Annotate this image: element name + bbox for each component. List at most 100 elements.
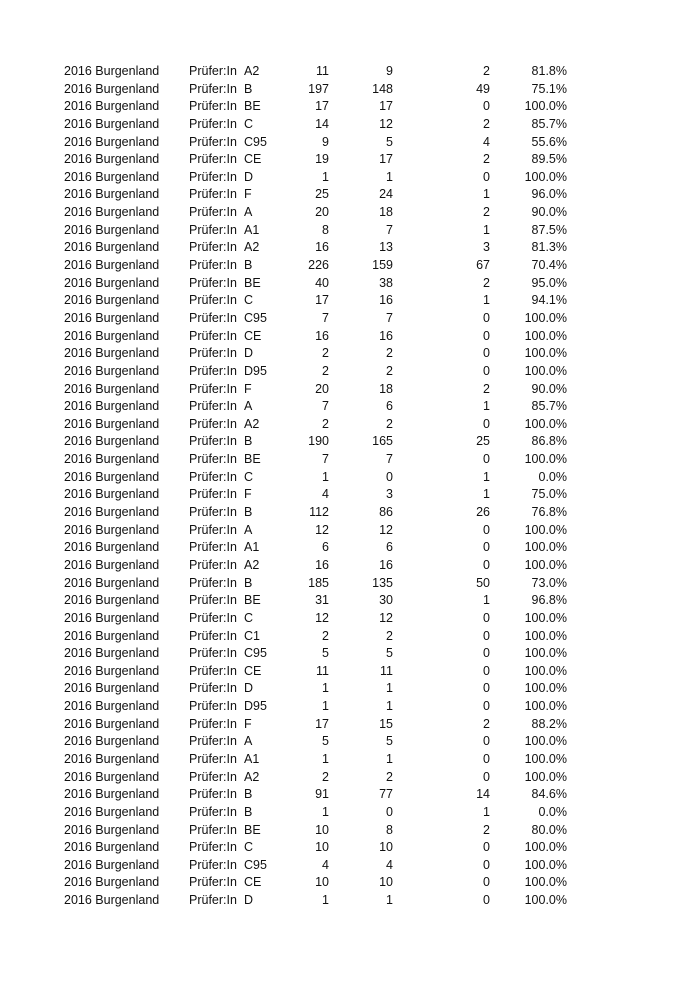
year-region-cell: 2016 Burgenland (64, 187, 160, 202)
pass-rate-cell: 100.0% (524, 557, 567, 572)
total-cell: 190 (308, 434, 329, 449)
table-row: 2016 Burgenland Prüfer:In A 20 18 2 90.0% (0, 204, 700, 222)
license-class-cell: F (244, 716, 252, 731)
passed-cell: 6 (386, 399, 393, 414)
year-region-cell: 2016 Burgenland (64, 416, 160, 431)
pass-rate-cell: 100.0% (524, 646, 567, 661)
license-class-cell: C (244, 610, 254, 625)
role-cell: Prüfer:In (189, 540, 237, 555)
role-cell: Prüfer:In (189, 646, 237, 661)
total-cell: 2 (322, 628, 329, 643)
pass-rate-cell: 75.1% (531, 81, 567, 96)
pass-rate-cell: 94.1% (531, 293, 567, 308)
failed-cell: 0 (483, 646, 490, 661)
passed-cell: 38 (379, 275, 393, 290)
pass-rate-cell: 84.6% (531, 787, 567, 802)
total-cell: 20 (315, 381, 329, 396)
failed-cell: 1 (483, 399, 490, 414)
total-cell: 112 (309, 505, 329, 520)
failed-cell: 50 (476, 575, 490, 590)
license-class-cell: A2 (244, 240, 260, 255)
pass-rate-cell: 100.0% (524, 346, 567, 361)
license-class-cell: BE (244, 452, 261, 467)
role-cell: Prüfer:In (189, 593, 237, 608)
license-class-cell: D (244, 169, 254, 184)
passed-cell: 86 (379, 505, 393, 520)
table-row: 2016 Burgenland Prüfer:In C 17 16 1 94.1% (0, 292, 700, 310)
failed-cell: 2 (483, 381, 490, 396)
role-cell: Prüfer:In (189, 363, 237, 378)
table-row: 2016 Burgenland Prüfer:In B 185 135 50 73.0% (0, 575, 700, 593)
pass-rate-cell: 100.0% (524, 540, 567, 555)
total-cell: 1 (322, 804, 329, 819)
year-region-cell: 2016 Burgenland (64, 99, 160, 114)
year-region-cell: 2016 Burgenland (64, 822, 160, 837)
year-region-cell: 2016 Burgenland (64, 363, 160, 378)
year-region-cell: 2016 Burgenland (64, 152, 160, 167)
year-region-cell: 2016 Burgenland (64, 769, 160, 784)
passed-cell: 10 (379, 875, 393, 890)
pass-rate-cell: 100.0% (524, 452, 567, 467)
year-region-cell: 2016 Burgenland (64, 734, 160, 749)
total-cell: 6 (322, 540, 329, 555)
year-region-cell: 2016 Burgenland (64, 751, 160, 766)
passed-cell: 10 (379, 840, 393, 855)
license-class-cell: CE (244, 152, 262, 167)
year-region-cell: 2016 Burgenland (64, 610, 160, 625)
license-class-cell: F (244, 187, 252, 202)
license-class-cell: CE (244, 663, 262, 678)
license-class-cell: C95 (244, 310, 267, 325)
role-cell: Prüfer:In (189, 857, 237, 872)
license-class-cell: A1 (244, 222, 260, 237)
total-cell: 8 (322, 222, 329, 237)
pass-rate-cell: 55.6% (531, 134, 567, 149)
year-region-cell: 2016 Burgenland (64, 310, 160, 325)
year-region-cell: 2016 Burgenland (64, 205, 160, 220)
pass-rate-cell: 81.3% (531, 240, 567, 255)
table-row: 2016 Burgenland Prüfer:In B 91 77 14 84.6% (0, 786, 700, 804)
pass-rate-cell: 100.0% (524, 99, 567, 114)
total-cell: 1 (322, 699, 329, 714)
passed-cell: 7 (386, 452, 393, 467)
pass-rate-cell: 81.8% (531, 64, 567, 78)
failed-cell: 2 (483, 152, 490, 167)
pass-rate-cell: 100.0% (524, 328, 567, 343)
failed-cell: 1 (483, 487, 490, 502)
passed-cell: 16 (379, 328, 393, 343)
total-cell: 4 (322, 857, 329, 872)
year-region-cell: 2016 Burgenland (64, 452, 160, 467)
total-cell: 17 (315, 716, 329, 731)
role-cell: Prüfer:In (189, 505, 237, 520)
total-cell: 7 (322, 452, 329, 467)
year-region-cell: 2016 Burgenland (64, 681, 160, 696)
role-cell: Prüfer:In (189, 751, 237, 766)
role-cell: Prüfer:In (189, 275, 237, 290)
year-region-cell: 2016 Burgenland (64, 857, 160, 872)
pass-rate-cell: 80.0% (531, 822, 567, 837)
pass-rate-cell: 76.8% (531, 505, 567, 520)
failed-cell: 0 (483, 99, 490, 114)
table-row: 2016 Burgenland Prüfer:In F 20 18 2 90.0% (0, 381, 700, 399)
total-cell: 11 (316, 663, 329, 678)
total-cell: 31 (315, 593, 329, 608)
year-region-cell: 2016 Burgenland (64, 522, 160, 537)
failed-cell: 2 (483, 64, 490, 78)
table-row: 2016 Burgenland Prüfer:In B 226 159 67 70.4% (0, 257, 700, 275)
failed-cell: 0 (483, 893, 490, 908)
pass-rate-cell: 86.8% (531, 434, 567, 449)
role-cell: Prüfer:In (189, 610, 237, 625)
table-row: 2016 Burgenland Prüfer:In A1 1 1 0 100.0% (0, 751, 700, 769)
pass-rate-cell: 100.0% (524, 663, 567, 678)
role-cell: Prüfer:In (189, 734, 237, 749)
passed-cell: 1 (386, 699, 393, 714)
data-table: 2016 Burgenland Prüfer:In A2 11 9 2 81.8% 2016 … (0, 63, 700, 910)
role-cell: Prüfer:In (189, 628, 237, 643)
table-row: 2016 Burgenland Prüfer:In A2 2 2 0 100.0% (0, 769, 700, 787)
passed-cell: 17 (379, 152, 393, 167)
role-cell: Prüfer:In (189, 310, 237, 325)
license-class-cell: F (244, 381, 252, 396)
total-cell: 17 (315, 293, 329, 308)
table-row: 2016 Burgenland Prüfer:In C95 5 5 0 100.0% (0, 645, 700, 663)
pass-rate-cell: 100.0% (524, 875, 567, 890)
failed-cell: 1 (483, 804, 490, 819)
